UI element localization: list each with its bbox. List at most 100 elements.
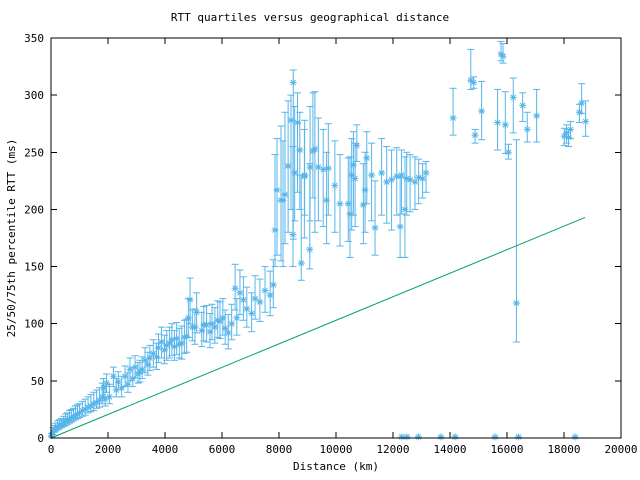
y-tick-label: 100: [24, 318, 44, 331]
median-asterisk-marker: [72, 411, 80, 419]
median-asterisk-marker: [504, 148, 512, 156]
median-asterisk-marker: [393, 172, 401, 180]
median-asterisk-marker: [131, 363, 139, 371]
median-asterisk-marker: [396, 223, 404, 231]
median-asterisk-marker: [471, 131, 479, 139]
markers-layer: [48, 50, 590, 441]
median-asterisk-marker: [56, 421, 64, 429]
median-asterisk-marker: [114, 378, 122, 386]
median-asterisk-marker: [419, 175, 427, 183]
median-asterisk-marker: [411, 178, 419, 186]
median-asterisk-marker: [208, 320, 216, 328]
median-asterisk-marker: [306, 245, 314, 253]
median-asterisk-marker: [146, 354, 154, 362]
y-axis-label: 25/50/75th percentile RTT (ms): [5, 139, 18, 338]
median-asterisk-marker: [414, 433, 422, 441]
x-tick-label: 10000: [319, 443, 352, 456]
median-asterisk-marker: [346, 210, 354, 218]
median-asterisk-marker: [273, 186, 281, 194]
median-asterisk-marker: [281, 191, 289, 199]
median-asterisk-marker: [221, 324, 229, 332]
median-asterisk-marker: [311, 145, 319, 153]
reference-line: [50, 216, 586, 439]
median-asterisk-marker: [81, 405, 89, 413]
median-asterisk-marker: [62, 417, 70, 425]
median-asterisk-marker: [224, 329, 232, 337]
median-asterisk-marker: [99, 384, 107, 392]
median-asterisk-marker: [388, 176, 396, 184]
median-asterisk-marker: [478, 107, 486, 115]
y-tick-label: 200: [24, 203, 44, 216]
median-asterisk-marker: [291, 169, 299, 177]
median-asterisk-marker: [166, 339, 174, 347]
median-asterisk-marker: [184, 314, 192, 322]
median-asterisk-marker: [112, 386, 120, 394]
median-asterisk-marker: [571, 433, 579, 441]
median-asterisk-marker: [163, 341, 171, 349]
median-asterisk-marker: [271, 226, 279, 234]
x-tick-label: 16000: [490, 443, 523, 456]
median-asterisk-marker: [289, 231, 297, 239]
reference-line-layer: [50, 216, 586, 439]
median-asterisk-marker: [261, 287, 269, 295]
median-asterisk-marker: [491, 433, 499, 441]
x-tick-label: 8000: [266, 443, 293, 456]
median-asterisk-marker: [344, 200, 352, 208]
median-asterisk-marker: [214, 316, 222, 324]
median-asterisk-marker: [415, 173, 423, 181]
median-asterisk-marker: [348, 171, 356, 179]
chart-title: RTT quartiles versus geographical distan…: [171, 11, 449, 24]
median-asterisk-marker: [494, 119, 502, 127]
median-asterisk-marker: [256, 298, 264, 306]
median-asterisk-marker: [168, 336, 176, 344]
median-asterisk-marker: [74, 410, 82, 418]
median-asterisk-marker: [129, 375, 137, 383]
median-asterisk-marker: [58, 420, 66, 428]
median-asterisk-marker: [93, 399, 101, 407]
median-asterisk-marker: [361, 186, 369, 194]
median-asterisk-marker: [499, 52, 507, 60]
median-asterisk-marker: [565, 133, 573, 141]
x-tick-label: 2000: [95, 443, 122, 456]
median-asterisk-marker: [70, 412, 78, 420]
median-asterisk-marker: [533, 112, 541, 120]
error-bars-layer: [48, 40, 590, 438]
median-asterisk-marker: [378, 169, 386, 177]
median-asterisk-marker: [90, 400, 98, 408]
median-asterisk-marker: [501, 121, 509, 129]
median-asterisk-marker: [349, 161, 357, 169]
median-asterisk-marker: [239, 296, 247, 304]
median-asterisk-marker: [248, 309, 256, 317]
median-asterisk-marker: [359, 201, 367, 209]
median-asterisk-marker: [314, 163, 322, 171]
median-asterisk-marker: [467, 76, 475, 84]
median-asterisk-marker: [178, 339, 186, 347]
median-asterisk-marker: [323, 196, 331, 204]
median-asterisk-marker: [50, 426, 58, 434]
median-asterisk-marker: [251, 295, 259, 303]
median-asterisk-marker: [371, 224, 379, 232]
median-asterisk-marker: [228, 320, 236, 328]
median-asterisk-marker: [170, 343, 178, 351]
median-asterisk-marker: [289, 79, 297, 87]
median-asterisk-marker: [563, 129, 571, 137]
median-asterisk-marker: [560, 132, 568, 140]
x-tick-label: 18000: [547, 443, 580, 456]
median-asterisk-marker: [449, 114, 457, 122]
median-asterisk-marker: [109, 372, 117, 380]
median-asterisk-marker: [66, 415, 74, 423]
median-asterisk-marker: [514, 433, 522, 441]
axes-frame-layer: [50, 37, 622, 439]
median-asterisk-marker: [451, 433, 459, 441]
median-asterisk-marker: [64, 416, 72, 424]
median-asterisk-marker: [84, 403, 92, 411]
median-asterisk-marker: [180, 333, 188, 341]
median-asterisk-marker: [121, 372, 129, 380]
median-asterisk-marker: [269, 281, 277, 289]
median-asterisk-marker: [297, 259, 305, 267]
median-asterisk-marker: [567, 125, 575, 133]
median-asterisk-marker: [191, 323, 199, 331]
median-asterisk-marker: [152, 353, 160, 361]
x-tick-label: 12000: [376, 443, 409, 456]
